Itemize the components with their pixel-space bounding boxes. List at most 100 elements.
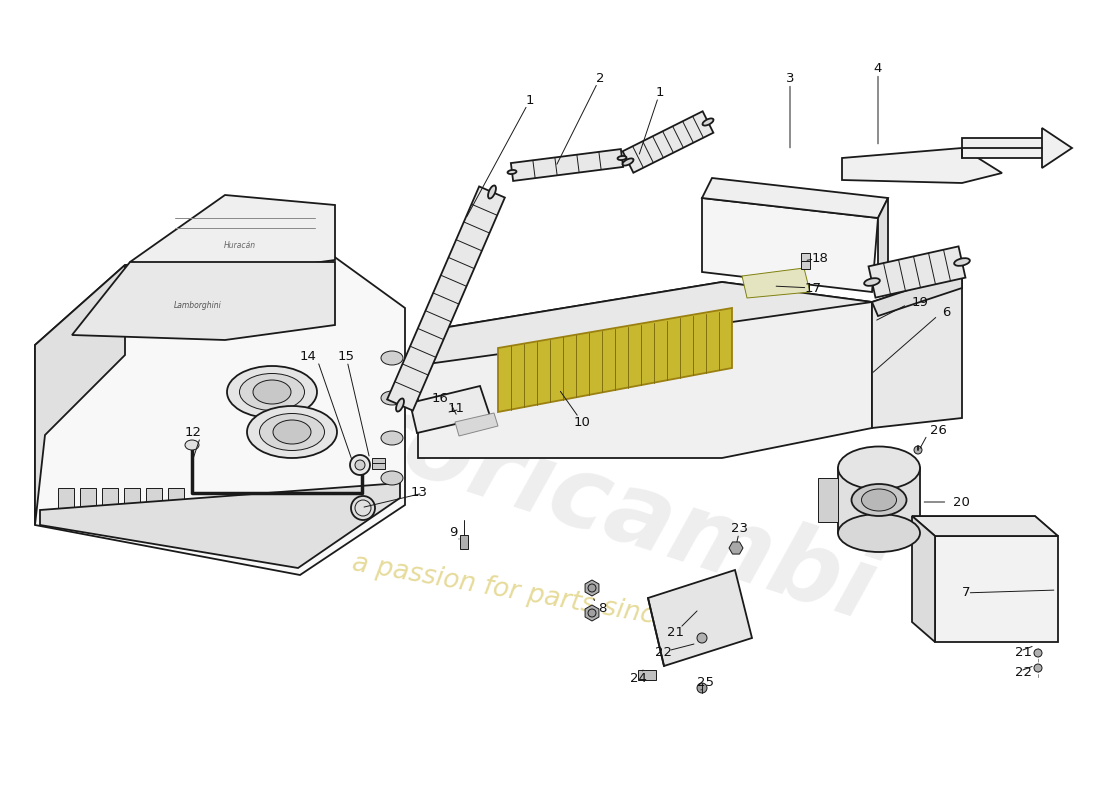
Ellipse shape [703, 118, 714, 126]
Ellipse shape [355, 460, 368, 470]
Polygon shape [818, 478, 838, 522]
Polygon shape [35, 250, 405, 575]
Text: 1: 1 [656, 86, 664, 98]
Text: 15: 15 [338, 350, 354, 362]
Text: 13: 13 [411, 486, 428, 498]
Polygon shape [498, 308, 732, 412]
Text: 16: 16 [431, 391, 448, 405]
Text: 21: 21 [668, 626, 684, 638]
Ellipse shape [381, 391, 403, 405]
Polygon shape [648, 570, 752, 666]
Circle shape [355, 460, 365, 470]
Text: Lamborghini: Lamborghini [174, 301, 222, 310]
Bar [80, 488, 96, 518]
Ellipse shape [507, 170, 517, 174]
Circle shape [697, 633, 707, 643]
Polygon shape [130, 195, 336, 275]
Ellipse shape [273, 420, 311, 444]
Polygon shape [838, 468, 920, 533]
Polygon shape [729, 542, 743, 554]
Polygon shape [742, 268, 810, 298]
Ellipse shape [861, 489, 896, 511]
Ellipse shape [260, 414, 324, 450]
Ellipse shape [381, 471, 403, 485]
Text: 8: 8 [598, 602, 606, 614]
Polygon shape [585, 605, 598, 621]
Text: 11: 11 [448, 402, 465, 414]
Text: 14: 14 [299, 350, 316, 362]
Text: 25: 25 [696, 675, 714, 689]
Ellipse shape [381, 431, 403, 445]
Polygon shape [872, 272, 962, 316]
Circle shape [1034, 649, 1042, 657]
Ellipse shape [240, 374, 305, 410]
Ellipse shape [623, 158, 634, 166]
Text: a passion for parts since 1985: a passion for parts since 1985 [350, 550, 747, 646]
Polygon shape [912, 516, 935, 642]
Bar [102, 488, 118, 518]
Bar [168, 488, 184, 518]
Ellipse shape [617, 156, 627, 160]
Text: euroricambi: euroricambi [212, 339, 888, 641]
Text: 19: 19 [912, 295, 928, 309]
Text: 2: 2 [596, 71, 604, 85]
Polygon shape [72, 262, 336, 340]
Text: 18: 18 [812, 251, 828, 265]
Bar [124, 488, 140, 518]
Bar [801, 253, 810, 269]
Text: 23: 23 [732, 522, 748, 534]
Text: 6: 6 [942, 306, 950, 318]
Text: 9: 9 [449, 526, 458, 539]
Polygon shape [935, 536, 1058, 642]
Polygon shape [962, 138, 1048, 158]
Text: 12: 12 [185, 426, 202, 438]
Circle shape [588, 609, 596, 617]
Polygon shape [878, 198, 888, 292]
Polygon shape [40, 483, 400, 568]
Polygon shape [842, 148, 1002, 183]
Polygon shape [585, 580, 598, 596]
Text: 22: 22 [1015, 666, 1032, 679]
Circle shape [350, 455, 370, 475]
Circle shape [914, 446, 922, 454]
Text: 20: 20 [953, 495, 970, 509]
Ellipse shape [865, 278, 880, 286]
Polygon shape [418, 282, 872, 458]
Polygon shape [35, 265, 125, 525]
Bar [146, 488, 162, 518]
Text: 26: 26 [930, 423, 947, 437]
Text: 24: 24 [629, 671, 647, 685]
Ellipse shape [248, 406, 337, 458]
Ellipse shape [253, 380, 292, 404]
Polygon shape [455, 413, 498, 436]
Text: 4: 4 [873, 62, 882, 74]
Ellipse shape [838, 514, 920, 552]
Text: Huracán: Huracán [224, 241, 256, 250]
Polygon shape [1042, 128, 1072, 168]
Text: 22: 22 [654, 646, 671, 658]
Polygon shape [702, 178, 888, 218]
Circle shape [588, 584, 596, 592]
Polygon shape [912, 516, 1058, 536]
Ellipse shape [227, 366, 317, 418]
Ellipse shape [396, 398, 404, 411]
Bar [58, 488, 74, 518]
Ellipse shape [488, 186, 496, 198]
Ellipse shape [185, 440, 199, 450]
Ellipse shape [838, 446, 920, 490]
Text: 1: 1 [526, 94, 535, 106]
Polygon shape [623, 111, 714, 173]
Text: 3: 3 [785, 71, 794, 85]
Circle shape [697, 683, 707, 693]
Text: 10: 10 [573, 415, 591, 429]
Bar [372, 458, 385, 469]
Ellipse shape [381, 351, 403, 365]
Ellipse shape [851, 484, 906, 516]
Polygon shape [510, 149, 623, 181]
Circle shape [1034, 664, 1042, 672]
Text: 7: 7 [962, 586, 970, 599]
Text: 17: 17 [804, 282, 822, 294]
Polygon shape [869, 246, 966, 298]
Polygon shape [872, 272, 962, 428]
Polygon shape [410, 386, 490, 433]
